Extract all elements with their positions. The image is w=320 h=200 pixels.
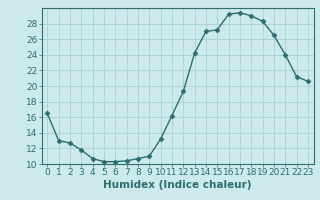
X-axis label: Humidex (Indice chaleur): Humidex (Indice chaleur) [103,180,252,190]
